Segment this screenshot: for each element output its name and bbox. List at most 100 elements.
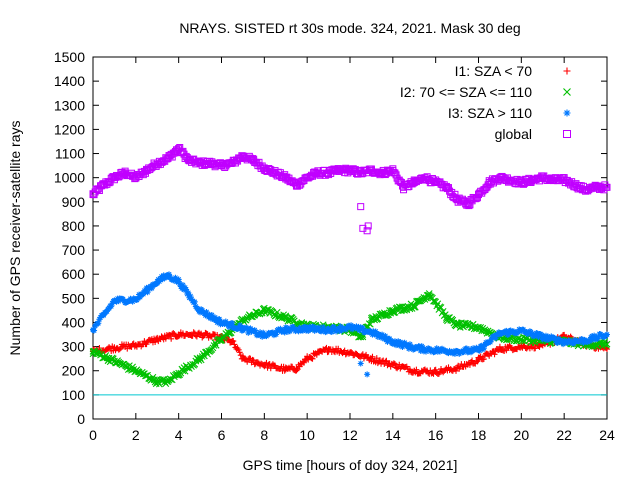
data-point	[176, 280, 183, 287]
y-tick-label: 1400	[54, 73, 85, 89]
data-point	[158, 333, 165, 340]
data-point	[237, 323, 244, 330]
data-point	[167, 273, 174, 280]
data-point	[357, 203, 365, 211]
data-point	[323, 328, 330, 335]
data-point	[257, 329, 264, 336]
data-point	[382, 358, 389, 365]
data-point	[417, 347, 424, 354]
x-tick-label: 2	[132, 427, 140, 443]
data-point	[187, 293, 194, 300]
data-point	[175, 333, 182, 340]
data-point	[367, 327, 374, 334]
data-point	[371, 331, 378, 338]
y-tick-label: 500	[62, 290, 86, 306]
data-point	[503, 327, 510, 334]
data-point	[194, 305, 201, 312]
data-point	[406, 341, 413, 348]
data-point	[505, 331, 512, 338]
data-point	[525, 330, 532, 337]
data-point	[523, 328, 530, 335]
data-point	[551, 334, 558, 341]
data-point	[96, 316, 103, 323]
data-point	[129, 298, 136, 305]
data-point	[491, 332, 498, 339]
data-point	[178, 285, 185, 292]
data-point	[466, 361, 473, 368]
x-tick-label: 18	[471, 427, 487, 443]
data-point	[601, 181, 609, 189]
data-point	[320, 323, 327, 330]
data-point	[212, 314, 219, 321]
data-point	[383, 336, 390, 343]
data-point	[520, 326, 527, 333]
data-point	[236, 349, 243, 356]
y-tick-label: 1300	[54, 97, 85, 113]
data-point	[200, 333, 207, 340]
data-point	[183, 286, 190, 293]
y-tick-label: 100	[62, 387, 86, 403]
data-point	[224, 320, 231, 327]
data-point	[384, 338, 391, 345]
data-point	[313, 351, 320, 358]
data-point	[451, 350, 458, 357]
data-point	[411, 346, 418, 353]
data-point	[108, 303, 115, 310]
data-point	[391, 338, 398, 345]
data-point	[495, 329, 502, 336]
data-point	[168, 335, 175, 342]
data-point	[539, 336, 546, 343]
data-point	[413, 366, 420, 373]
data-point	[218, 319, 225, 326]
data-point	[171, 276, 178, 283]
data-point	[328, 328, 335, 335]
data-point	[245, 329, 252, 336]
data-point	[480, 356, 487, 363]
data-point	[172, 274, 179, 281]
data-point	[144, 289, 151, 296]
data-point	[244, 358, 251, 365]
x-tick-label: 8	[260, 427, 268, 443]
x-tick-label: 6	[218, 427, 226, 443]
data-point	[284, 328, 291, 335]
data-point	[535, 343, 542, 350]
data-point	[423, 348, 430, 355]
data-point	[89, 348, 97, 355]
data-point	[382, 333, 389, 340]
data-point	[103, 308, 110, 315]
data-point	[179, 281, 186, 288]
data-point	[109, 300, 116, 307]
data-point	[463, 345, 470, 352]
data-point	[106, 344, 113, 351]
data-point	[542, 332, 549, 339]
data-point	[333, 328, 340, 335]
legend: I1: SZA < 70 I2: 70 <= SZA <= 110 I3: SZA …	[400, 63, 571, 142]
data-point	[260, 329, 267, 336]
y-tick-label: 300	[62, 339, 86, 355]
data-point	[379, 331, 386, 338]
data-point	[535, 333, 542, 340]
legend-marker	[563, 130, 571, 138]
y-tick-label: 600	[62, 266, 86, 282]
y-tick-label: 0	[77, 411, 85, 427]
data-point	[304, 324, 311, 331]
data-point	[152, 339, 159, 346]
data-point	[488, 336, 495, 343]
data-point	[544, 337, 551, 344]
data-point	[391, 308, 399, 316]
data-point	[364, 371, 371, 378]
data-point	[281, 329, 288, 336]
data-point	[369, 353, 376, 360]
data-point	[394, 340, 401, 347]
data-point	[602, 332, 609, 339]
x-tick-label: 4	[175, 427, 183, 443]
data-point	[478, 342, 485, 349]
y-tick-label: 800	[62, 218, 86, 234]
data-point	[199, 307, 206, 314]
data-point	[391, 169, 399, 177]
data-point	[287, 328, 294, 335]
data-point	[359, 324, 366, 331]
data-point	[399, 344, 406, 351]
data-point	[213, 317, 220, 324]
data-point	[97, 314, 104, 321]
